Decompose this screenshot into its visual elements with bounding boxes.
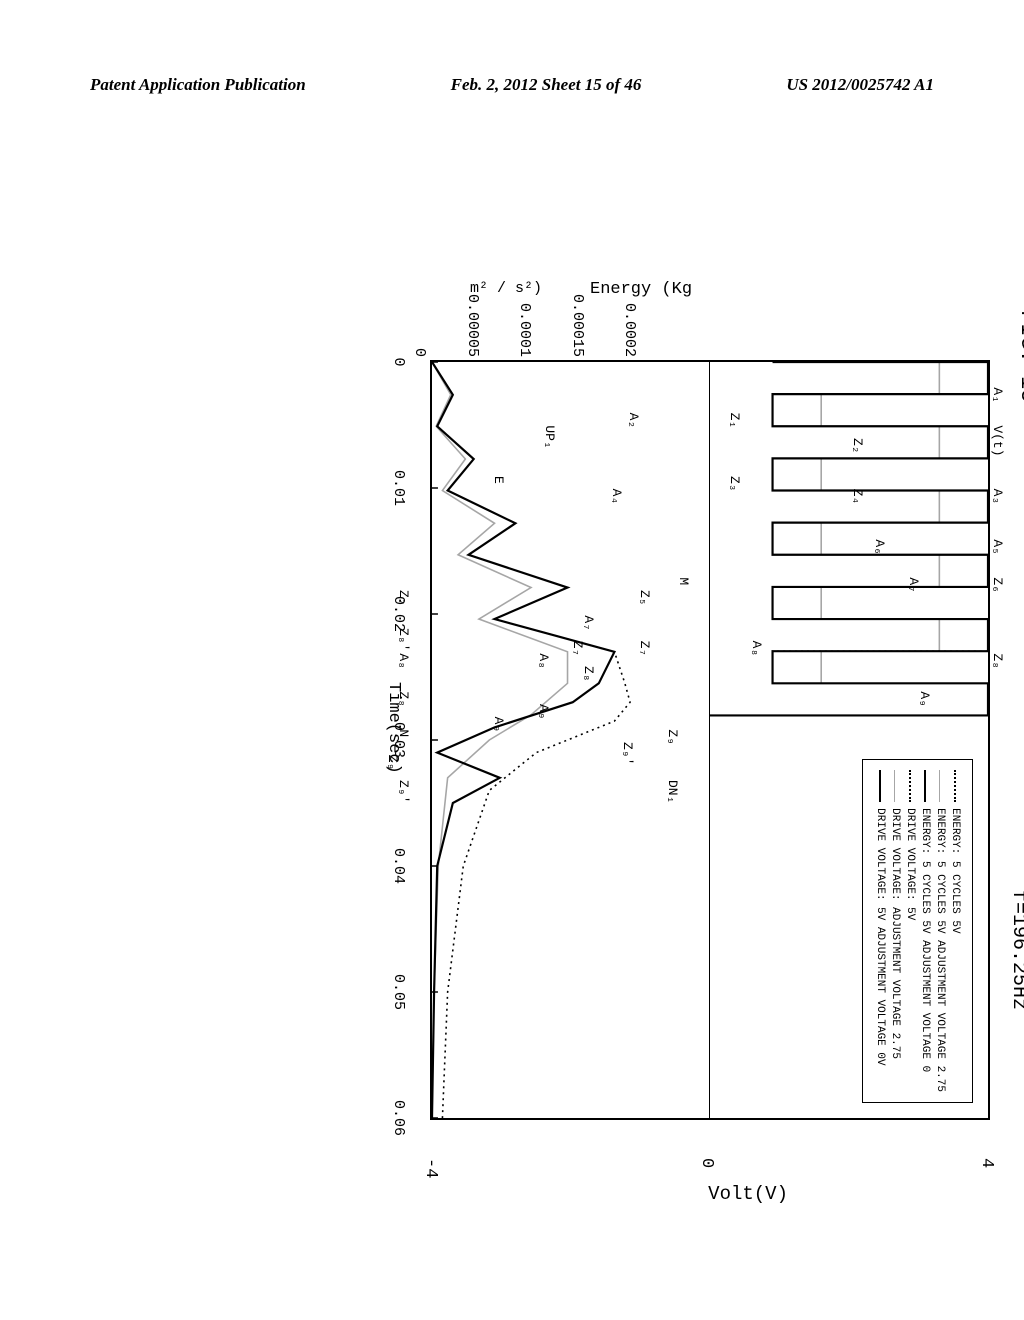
annotation-label: A₉	[917, 691, 932, 707]
annotation-label: Z₇	[396, 590, 411, 606]
annotation-label: V(t)	[990, 425, 1005, 456]
annotation-label: Z₈	[581, 666, 596, 682]
y-right-tick: -4	[421, 1158, 440, 1198]
y-right-axis-label: Volt(V)	[708, 1183, 788, 1205]
x-tick: 0	[390, 357, 407, 366]
annotation-label: A₂	[626, 413, 641, 429]
header-right: US 2012/0025742 A1	[786, 75, 934, 95]
annotation-label: A₉	[491, 717, 506, 733]
y-left-tick: 0.0001	[516, 287, 533, 357]
annotation-label: Z₅	[637, 590, 652, 606]
frequency-label: f=196.25Hz	[1007, 890, 1024, 1010]
y-left-tick: 0.00005	[464, 287, 481, 357]
annotation-label: Z₁	[727, 413, 742, 429]
annotation-label: Z₈	[990, 653, 1005, 669]
annotation-label: Z₆	[990, 577, 1005, 593]
annotation-label: UP₁	[542, 425, 557, 448]
annotation-label: DN₁	[665, 780, 680, 803]
annotation-label: A₄	[609, 489, 624, 505]
annotation-label: Z₇	[570, 641, 585, 657]
annotation-label: A₈	[536, 653, 551, 669]
annotation-label: M	[676, 577, 691, 585]
annotation-label: Z₉	[385, 755, 400, 771]
header-left: Patent Application Publication	[90, 75, 306, 95]
annotation-label: Z₂	[850, 438, 865, 454]
annotation-label: A₈	[749, 641, 764, 657]
y-left-tick: 0.0002	[621, 287, 638, 357]
x-tick: 0.01	[390, 470, 407, 506]
annotation-label: E	[491, 476, 506, 484]
annotation-label: Z₉'	[620, 742, 635, 765]
x-tick: 0.06	[390, 1100, 407, 1136]
figure-container: FIG. 15 f=196.25Hz Energy (Kg m² / s²) E…	[10, 270, 1010, 1050]
annotation-label: Z₄	[850, 489, 865, 505]
annotation-label: A₇	[906, 577, 921, 593]
chart-area: ENERGY: 5 CYCLES 5V ENERGY: 5 CYCLES 5V …	[430, 360, 990, 1120]
annotation-label: Z₉'	[396, 780, 411, 803]
annotation-label: Z₃	[727, 476, 742, 492]
y-right-tick: 4	[977, 1158, 996, 1198]
y-left-tick: 0	[411, 287, 428, 357]
y-left-tick: 0.00015	[569, 287, 586, 357]
annotation-label: A₈	[396, 653, 411, 669]
annotation-label: Z₈'	[396, 628, 411, 651]
figure-label: FIG. 15	[1015, 310, 1024, 402]
annotation-label: N	[396, 729, 411, 737]
x-tick: 0.05	[390, 974, 407, 1010]
annotation-label: A₇	[581, 615, 596, 631]
y-left-axis-label: Energy (Kg	[590, 280, 692, 299]
annotation-label: A₁	[990, 387, 1005, 403]
page-header: Patent Application Publication Feb. 2, 2…	[0, 75, 1024, 95]
annotation-label: A₆	[872, 539, 887, 555]
annotation-label: A₉	[536, 704, 551, 720]
annotation-label: A₅	[990, 539, 1005, 555]
annotation-label: Z₇	[637, 641, 652, 657]
annotation-label: Z₈	[396, 691, 411, 707]
annotation-label: A₃	[990, 489, 1005, 505]
annotation-label: Z₉	[665, 729, 680, 745]
x-tick: 0.04	[390, 848, 407, 884]
chart-plot	[432, 362, 988, 1118]
header-center: Feb. 2, 2012 Sheet 15 of 46	[451, 75, 642, 95]
